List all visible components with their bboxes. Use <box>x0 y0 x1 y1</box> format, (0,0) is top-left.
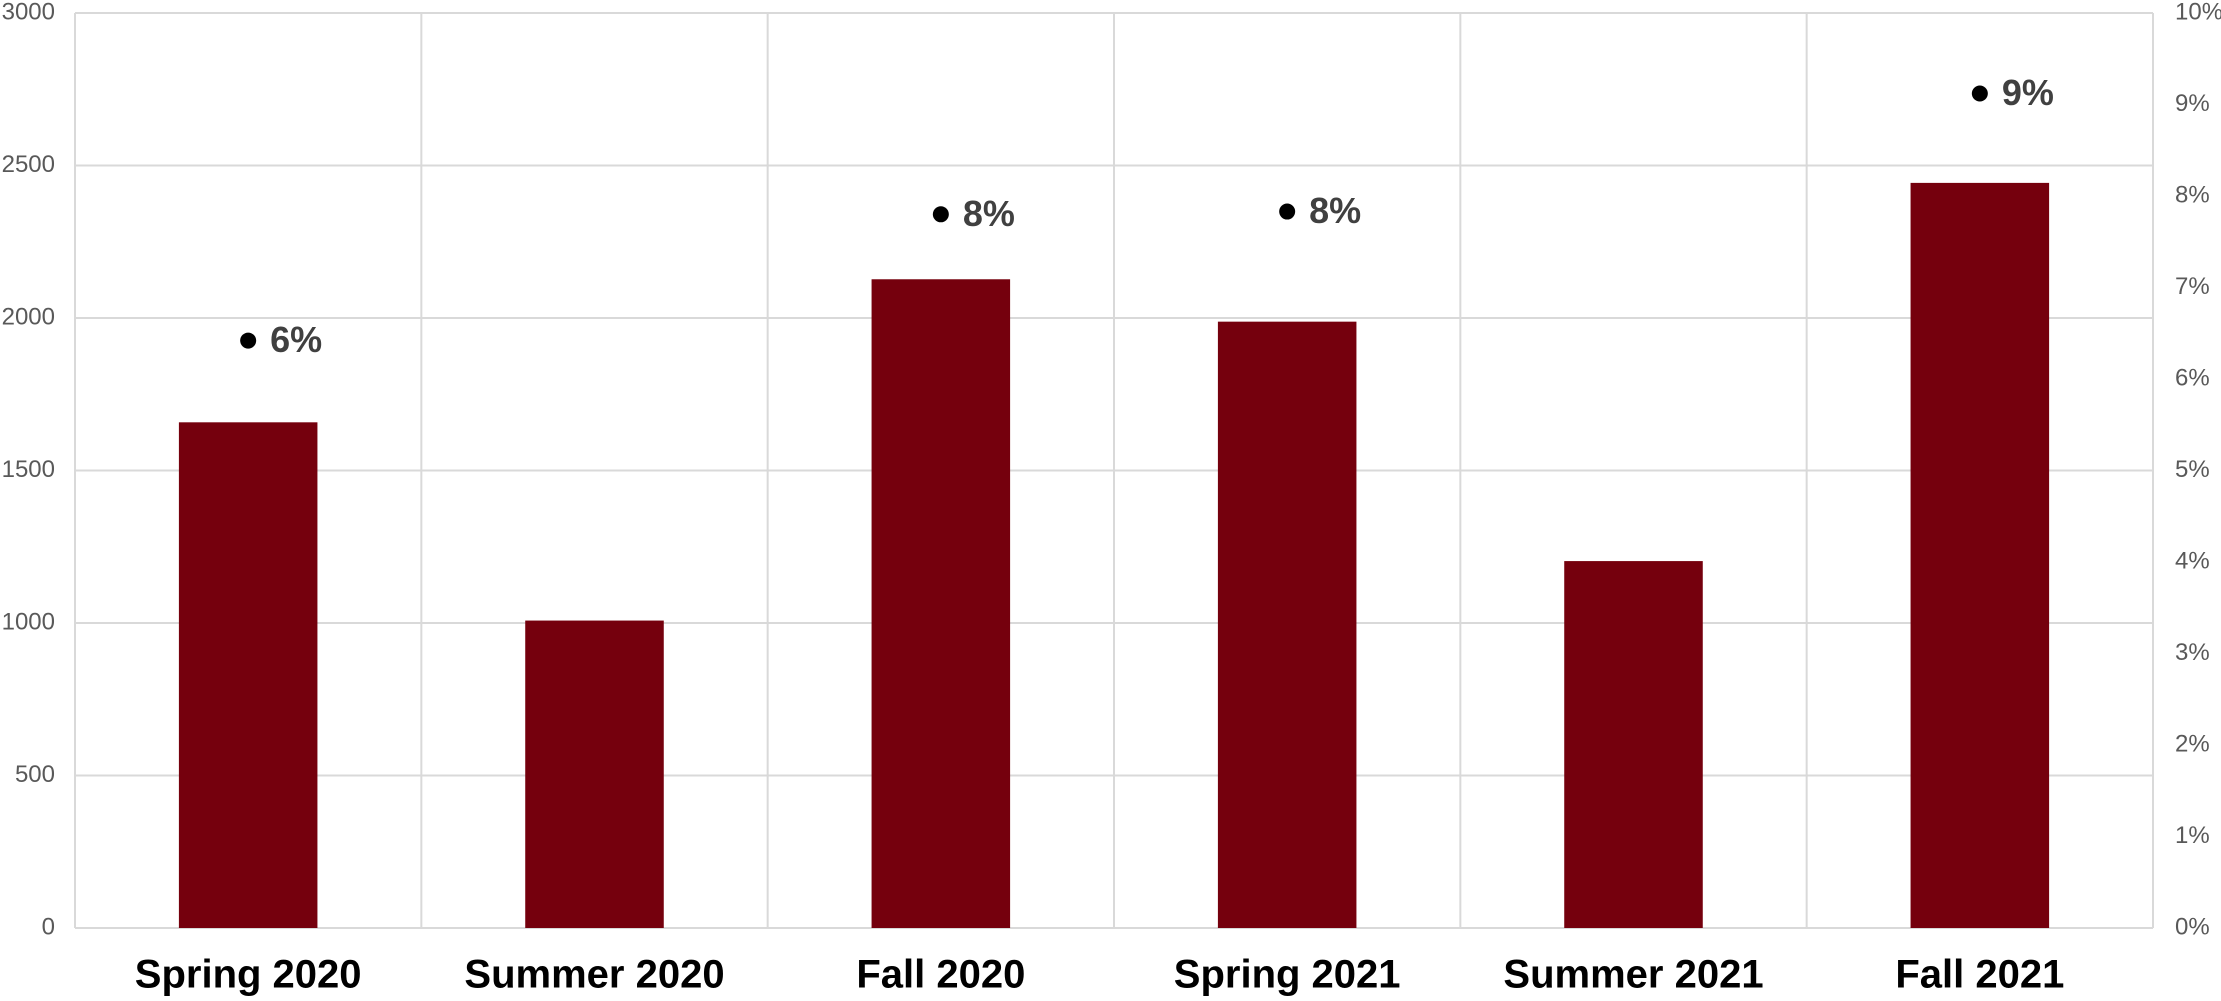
bar <box>1217 321 1357 928</box>
y2-tick-label: 1% <box>2175 822 2210 849</box>
x-tick-label: Fall 2020 <box>856 953 1025 997</box>
point <box>240 332 257 349</box>
value-label: 9% <box>2002 72 2054 113</box>
y2-tick-label: 3% <box>2175 639 2210 666</box>
x-tick-label: Spring 2020 <box>135 953 362 997</box>
value-label: 8% <box>1309 190 1361 231</box>
bar <box>871 279 1011 928</box>
y2-tick-label: 0% <box>2175 913 2210 940</box>
y2-tick-label: 9% <box>2175 90 2210 117</box>
bar <box>178 422 318 928</box>
y2-tick-label: 10% <box>2175 0 2221 25</box>
bar <box>1564 561 1703 928</box>
x-tick-label: Summer 2021 <box>1503 953 1763 997</box>
y-tick-label: 1500 <box>2 456 55 483</box>
y-tick-label: 2500 <box>2 151 55 178</box>
y2-tick-label: 4% <box>2175 547 2210 574</box>
y2-tick-label: 6% <box>2175 364 2210 391</box>
x-tick-label: Spring 2021 <box>1174 953 1401 997</box>
y2-tick-label: 5% <box>2175 456 2210 483</box>
y2-tick-label: 7% <box>2175 273 2210 300</box>
x-tick-label: Fall 2021 <box>1895 953 2064 997</box>
y2-tick-label: 2% <box>2175 730 2210 757</box>
x-tick-label: Summer 2020 <box>464 953 724 997</box>
value-label: 6% <box>270 319 322 360</box>
point <box>932 206 949 223</box>
y2-tick-label: 8% <box>2175 181 2210 208</box>
value-label: 8% <box>963 193 1015 234</box>
y-tick-label: 3000 <box>2 0 55 25</box>
y-tick-label: 1000 <box>2 608 55 635</box>
bar <box>525 620 664 928</box>
y-tick-label: 500 <box>15 761 55 788</box>
bar <box>1910 182 2050 928</box>
y-tick-label: 2000 <box>2 303 55 330</box>
point <box>1279 203 1296 220</box>
point <box>1971 85 1988 102</box>
y-tick-label: 0 <box>42 913 55 940</box>
